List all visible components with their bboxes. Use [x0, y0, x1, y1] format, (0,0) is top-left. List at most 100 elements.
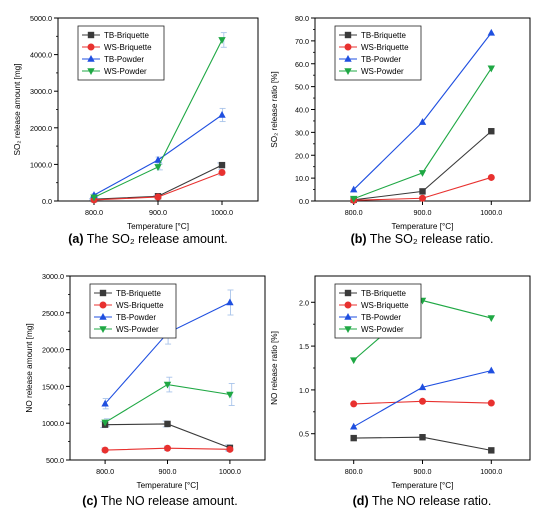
- panel-b-so2-ratio-chart: 0.0 10.0 20.0 30.0 40.0 50.0 60.0 70.0 80.0 800.0…: [270, 14, 531, 246]
- panel-d-legend-label-tb-powder: TB-Powder: [361, 313, 401, 322]
- panel-b-ws-briquette-point: [487, 173, 495, 181]
- panel-a-ws-briquette-point: [218, 168, 226, 176]
- panel-b-ws-powder-point: [487, 65, 495, 73]
- panel-d-legend-marker-tb-powder: [344, 313, 352, 320]
- panel-d-tb-briquette-point: [488, 447, 495, 454]
- panel-a-so2-amount-chart: 0.0 1000.0 2000.0 3000.0 4000.0 5000.0 800.0 90…: [13, 14, 259, 246]
- panel-a-tb-powder-line: [93, 114, 223, 196]
- panel-b-ytick-label: 10.0: [295, 174, 309, 183]
- panel-d-caption-text: The NO release ratio.: [369, 494, 492, 508]
- panel-c-ws-briquette-point: [101, 446, 109, 454]
- panel-b-legend-label-ws-briquette: WS-Briquette: [361, 43, 409, 52]
- panel-a-caption-letter: (a): [68, 232, 83, 246]
- panel-a-xtick-label: 800.0: [85, 208, 103, 217]
- panel-c-ytick-label: 3000.0: [42, 272, 64, 281]
- panel-c-xtick-label: 1000.0: [219, 467, 241, 476]
- panel-b-y-axis-label: SO₂ release ratio [%]: [270, 71, 279, 147]
- panel-b-ytick-label: 0.0: [299, 197, 309, 206]
- panel-b-tb-powder-point: [350, 185, 358, 193]
- panel-a-ws-powder-point: [218, 37, 226, 44]
- panel-b-xtick-label: 800.0: [345, 208, 363, 217]
- panel-d-x-axis-label: Temperature [°C]: [392, 481, 454, 490]
- panel-c-ytick-label: 2500.0: [42, 309, 64, 318]
- panel-a-y-axis-label: SO₂ release amount [mg]: [13, 64, 22, 156]
- panel-d-y-axis-label: NO release ratio [%]: [270, 331, 279, 405]
- panel-a-ytick-label: 4000.0: [30, 51, 52, 60]
- panel-b-ws-powder-line: [353, 68, 492, 200]
- panel-c-ws-powder-line: [104, 383, 230, 423]
- panel-d-ytick-label: 1.0: [299, 386, 309, 395]
- panel-b-ws-powder-point: [350, 195, 358, 203]
- panel-a-legend-marker-tb-briquette: [87, 31, 95, 39]
- panel-b-legend-label-ws-powder: WS-Powder: [361, 67, 404, 76]
- panel-c-xtick-label: 900.0: [159, 467, 177, 476]
- panel-b-ytick-label: 70.0: [295, 37, 309, 46]
- panel-d-legend-label-ws-briquette: WS-Briquette: [361, 301, 409, 310]
- panel-c-legend-marker-tb-powder: [99, 313, 107, 320]
- panel-a-caption-text: The SO₂ release amount.: [84, 232, 228, 246]
- panel-c-ws-powder-point: [226, 391, 234, 399]
- panel-c-y-axis-label: NO release amount [mg]: [25, 323, 34, 412]
- panel-d-ws-powder-point: [350, 357, 358, 365]
- panel-c-caption: (c) The NO release amount.: [82, 494, 237, 508]
- panel-d-legend-marker-tb-briquette: [344, 289, 352, 297]
- panel-a-ytick-label: 1000.0: [30, 160, 52, 169]
- panel-d-tb-powder-point: [487, 366, 495, 374]
- panel-d-caption: (d) The NO release ratio.: [353, 494, 492, 508]
- panel-a-legend-label-tb-powder: TB-Powder: [104, 55, 144, 64]
- panel-d-xtick-label: 800.0: [345, 467, 363, 476]
- panel-c-ws-briquette-point: [226, 445, 234, 453]
- panel-d-tb-briquette-point: [419, 434, 426, 441]
- panel-d-legend-marker-ws-powder: [344, 326, 352, 333]
- panel-b-tb-powder-point: [487, 28, 495, 36]
- panel-c-ytick-label: 1000.0: [42, 419, 64, 428]
- panel-b-ytick-label: 80.0: [295, 14, 309, 23]
- panel-b-ws-briquette-point: [419, 194, 426, 202]
- panel-c-xtick-label: 800.0: [96, 467, 114, 476]
- panel-a-ws-powder-point: [90, 194, 98, 202]
- panel-b-legend-marker-ws-briquette: [344, 43, 352, 51]
- panel-d-ytick-label: 1.5: [299, 342, 309, 351]
- panel-b-legend-label-tb-powder: TB-Powder: [361, 55, 401, 64]
- panel-a-legend-marker-ws-powder: [87, 68, 95, 75]
- panel-c-caption-text: The NO release amount.: [98, 494, 238, 508]
- panel-c-ytick-label: 1500.0: [42, 382, 64, 391]
- panel-b-tb-powder-point: [418, 118, 427, 125]
- panel-b-ytick-label: 30.0: [295, 128, 309, 137]
- panel-c-legend-label-ws-powder: WS-Powder: [116, 325, 159, 334]
- panel-c-ws-powder-point: [163, 381, 172, 389]
- panel-a-ytick-label: 3000.0: [30, 87, 52, 96]
- panel-b-legend-marker-tb-briquette: [344, 31, 352, 39]
- panel-c-legend-marker-ws-briquette: [99, 301, 107, 309]
- panel-b-legend-marker-tb-powder: [344, 55, 352, 62]
- panel-a-ytick-label: 5000.0: [30, 14, 52, 23]
- panel-c-tb-briquette-line: [105, 423, 231, 449]
- panel-d-xtick-label: 1000.0: [480, 467, 502, 476]
- panel-c-legend-label-tb-powder: TB-Powder: [116, 313, 156, 322]
- panel-b-x-axis-label: Temperature [°C]: [392, 222, 454, 231]
- panel-b-tb-briquette-point: [419, 188, 426, 195]
- panel-c-caption-letter: (c): [82, 494, 97, 508]
- panel-a-ws-briquette-point: [154, 193, 162, 201]
- panel-d-tb-powder-point: [418, 383, 427, 391]
- panel-d-ytick-label: 2.0: [299, 298, 309, 307]
- panel-b-caption-letter: (b): [351, 232, 367, 246]
- panel-a-legend-label-ws-powder: WS-Powder: [104, 67, 147, 76]
- panel-d-ws-powder-point: [487, 315, 495, 323]
- panel-d-xtick-label: 900.0: [414, 467, 432, 476]
- panel-c-ytick-label: 500.0: [46, 456, 64, 465]
- panel-c-tb-powder-point: [226, 298, 234, 306]
- panel-a-x-axis-label: Temperature [°C]: [127, 222, 189, 231]
- panel-d-no-ratio-chart: 0.5 1.0 1.5 2.0 800.0 900.0 1000.0 Temperature …: [270, 275, 531, 508]
- panel-a-xtick-label: 1000.0: [211, 208, 233, 217]
- panel-d-caption-letter: (d): [353, 494, 369, 508]
- panel-a-caption: (a) The SO₂ release amount.: [68, 232, 228, 246]
- panel-a-ytick-label: 0.0: [42, 197, 52, 206]
- panel-c-tb-briquette-point: [164, 420, 171, 428]
- panel-d-ws-briquette-point: [350, 400, 358, 408]
- panel-d-legend-marker-ws-briquette: [344, 301, 352, 309]
- panel-a-tb-powder-point: [154, 156, 162, 163]
- panel-a-tb-powder-point: [218, 110, 226, 118]
- panel-a-legend-label-ws-briquette: WS-Briquette: [104, 43, 152, 52]
